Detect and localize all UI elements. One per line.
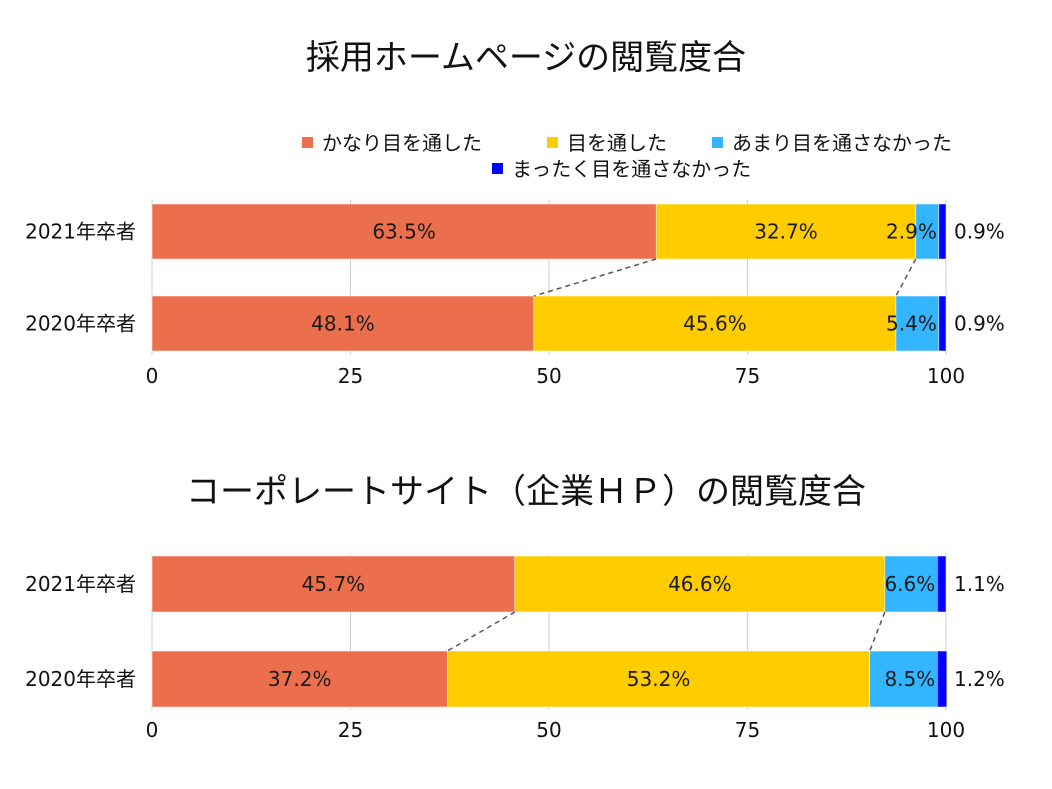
data-label: 37.2% [268, 667, 332, 691]
legend-swatch-2 [547, 137, 558, 148]
bar-segment-3 [869, 650, 938, 708]
data-label: 6.6% [884, 572, 935, 596]
x-tick-label: 100 [927, 364, 965, 388]
series-line-2 [895, 258, 917, 297]
bar-segment-2 [514, 555, 886, 613]
x-tick-label: 50 [536, 364, 561, 388]
bar-segment-1 [151, 295, 535, 352]
series-line-2 [869, 611, 886, 652]
legend-label-1: かなり目を通した [322, 131, 482, 155]
data-label: 45.7% [302, 572, 366, 596]
data-label: 53.2% [627, 667, 691, 691]
legend-swatch-1 [302, 137, 313, 148]
data-label: 32.7% [754, 220, 818, 244]
bar-segment-4 [938, 295, 947, 352]
legend-label-2: 目を通した [567, 131, 667, 155]
bar-segment-2 [447, 650, 871, 708]
data-label-outside: 1.2% [954, 667, 1005, 691]
series-line-1 [533, 258, 657, 297]
data-label: 2.9% [886, 220, 937, 244]
x-tick-label: 0 [146, 364, 159, 388]
legend-swatch-4 [492, 163, 503, 174]
legend-label-4: まったく目を通さなかった [512, 157, 751, 181]
x-tick-label: 25 [338, 364, 363, 388]
bar-segment-4 [938, 203, 947, 260]
category-label: 2021年卒者 [25, 572, 136, 596]
data-label-outside: 0.9% [954, 220, 1005, 244]
bar-segment-1 [151, 650, 448, 708]
bar-segment-2 [655, 203, 917, 260]
x-tick-label: 100 [927, 718, 965, 742]
x-tick-label: 75 [735, 364, 760, 388]
chart-title-1: 採用ホームページの閲覧度合 [306, 38, 746, 78]
x-tick-label: 50 [536, 718, 561, 742]
data-label: 63.5% [372, 220, 436, 244]
data-label: 48.1% [311, 312, 375, 336]
bar-segment-4 [937, 555, 947, 613]
legend-label-3: あまり目を通さなかった [732, 131, 952, 155]
x-tick-label: 75 [735, 718, 760, 742]
x-tick-label: 0 [146, 718, 159, 742]
category-label: 2020年卒者 [25, 667, 136, 691]
data-label: 46.6% [668, 572, 732, 596]
bar-segment-1 [151, 203, 657, 260]
data-label-outside: 1.1% [954, 572, 1005, 596]
data-label: 45.6% [683, 312, 747, 336]
data-label: 5.4% [886, 312, 937, 336]
x-tick-label: 25 [338, 718, 363, 742]
category-label: 2020年卒者 [25, 312, 136, 336]
bar-segment-1 [151, 555, 516, 613]
bar-segment-4 [937, 650, 948, 708]
data-label-outside: 0.9% [954, 312, 1005, 336]
legend-swatch-3 [712, 137, 723, 148]
data-label: 8.5% [884, 667, 935, 691]
chart-title-2: コーポレートサイト（企業ＨＰ）の閲覧度合 [186, 472, 866, 512]
category-label: 2021年卒者 [25, 220, 136, 244]
series-line-1 [446, 611, 516, 652]
